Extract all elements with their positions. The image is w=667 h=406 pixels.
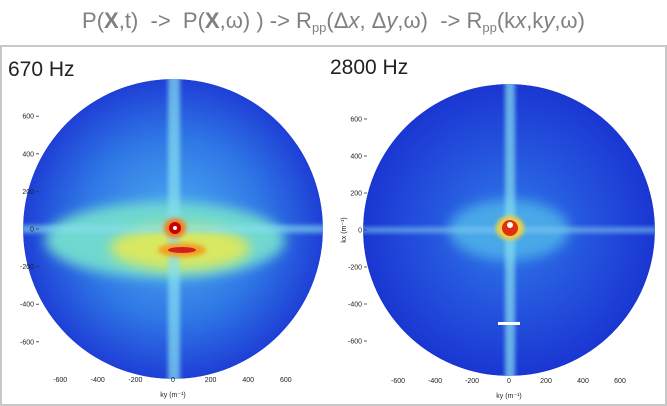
title-part: , Δ — [359, 8, 387, 33]
y-tick-label: -400 — [20, 302, 34, 309]
x-tick-label: -400 — [428, 378, 442, 385]
y-tick-label: 600 — [22, 114, 34, 121]
y-tick-label: -600 — [348, 339, 362, 346]
y-tick-label: 0 — [30, 227, 34, 234]
title-part: pp — [482, 20, 497, 35]
title-part: ,ω) ) -> R — [219, 8, 312, 33]
y-tick-label: 400 — [350, 154, 362, 161]
title-part: (k — [496, 8, 516, 33]
y-tick-label: 200 — [350, 191, 362, 198]
panel-label: 670 Hz — [8, 58, 75, 81]
x-tick-label: 200 — [205, 377, 217, 384]
x-tick-label: -600 — [53, 377, 67, 384]
title-part: (Δ — [326, 8, 349, 33]
title-part: ,t) -> P( — [118, 8, 205, 33]
y-axis-label: kx (m⁻¹) — [341, 217, 348, 242]
heatmap — [363, 84, 655, 376]
x-tick-label: -200 — [128, 377, 142, 384]
x-tick-label: 600 — [614, 378, 626, 385]
title-part: y — [386, 8, 398, 33]
y-tick-label: 200 — [22, 189, 34, 196]
x-tick-label: 400 — [242, 377, 254, 384]
y-tick-label: 400 — [22, 151, 34, 158]
y-tick-label: 600 — [350, 117, 362, 124]
frame — [0, 45, 667, 406]
y-tick-label: -600 — [20, 339, 34, 346]
title-part: ,ω) — [554, 8, 585, 33]
title-part: ,ω) -> R — [397, 8, 483, 33]
x-tick-label: -200 — [465, 378, 479, 385]
title-part: X — [204, 8, 220, 33]
x-tick-label: 600 — [280, 377, 292, 384]
title-part: pp — [311, 20, 327, 35]
y-tick-label: -400 — [348, 302, 362, 309]
title-part: P( — [82, 8, 105, 33]
y-tick-label: 0 — [358, 228, 362, 235]
heatmap — [23, 79, 323, 379]
x-tick-label: -400 — [91, 377, 105, 384]
title-part: X — [104, 8, 119, 33]
y-tick-label: -200 — [348, 265, 362, 272]
title-part: x — [348, 8, 360, 33]
x-axis-label: ky (m⁻¹) — [160, 392, 185, 399]
x-tick-label: 0 — [507, 378, 511, 385]
title-part: x — [515, 8, 527, 33]
title-part: ,k — [526, 8, 544, 33]
x-tick-label: -600 — [391, 378, 405, 385]
panel-label: 2800 Hz — [330, 56, 408, 79]
y-tick-label: -200 — [20, 264, 34, 271]
x-tick-label: 400 — [577, 378, 589, 385]
x-tick-label: 200 — [540, 378, 552, 385]
title: P(X,t) -> P(X,ω) ) -> Rpp(Δx, Δy,ω) -> R… — [0, 8, 667, 35]
x-axis-label: ky (m⁻¹) — [496, 393, 521, 400]
x-tick-label: 0 — [171, 377, 175, 384]
title-part: y — [543, 8, 555, 33]
